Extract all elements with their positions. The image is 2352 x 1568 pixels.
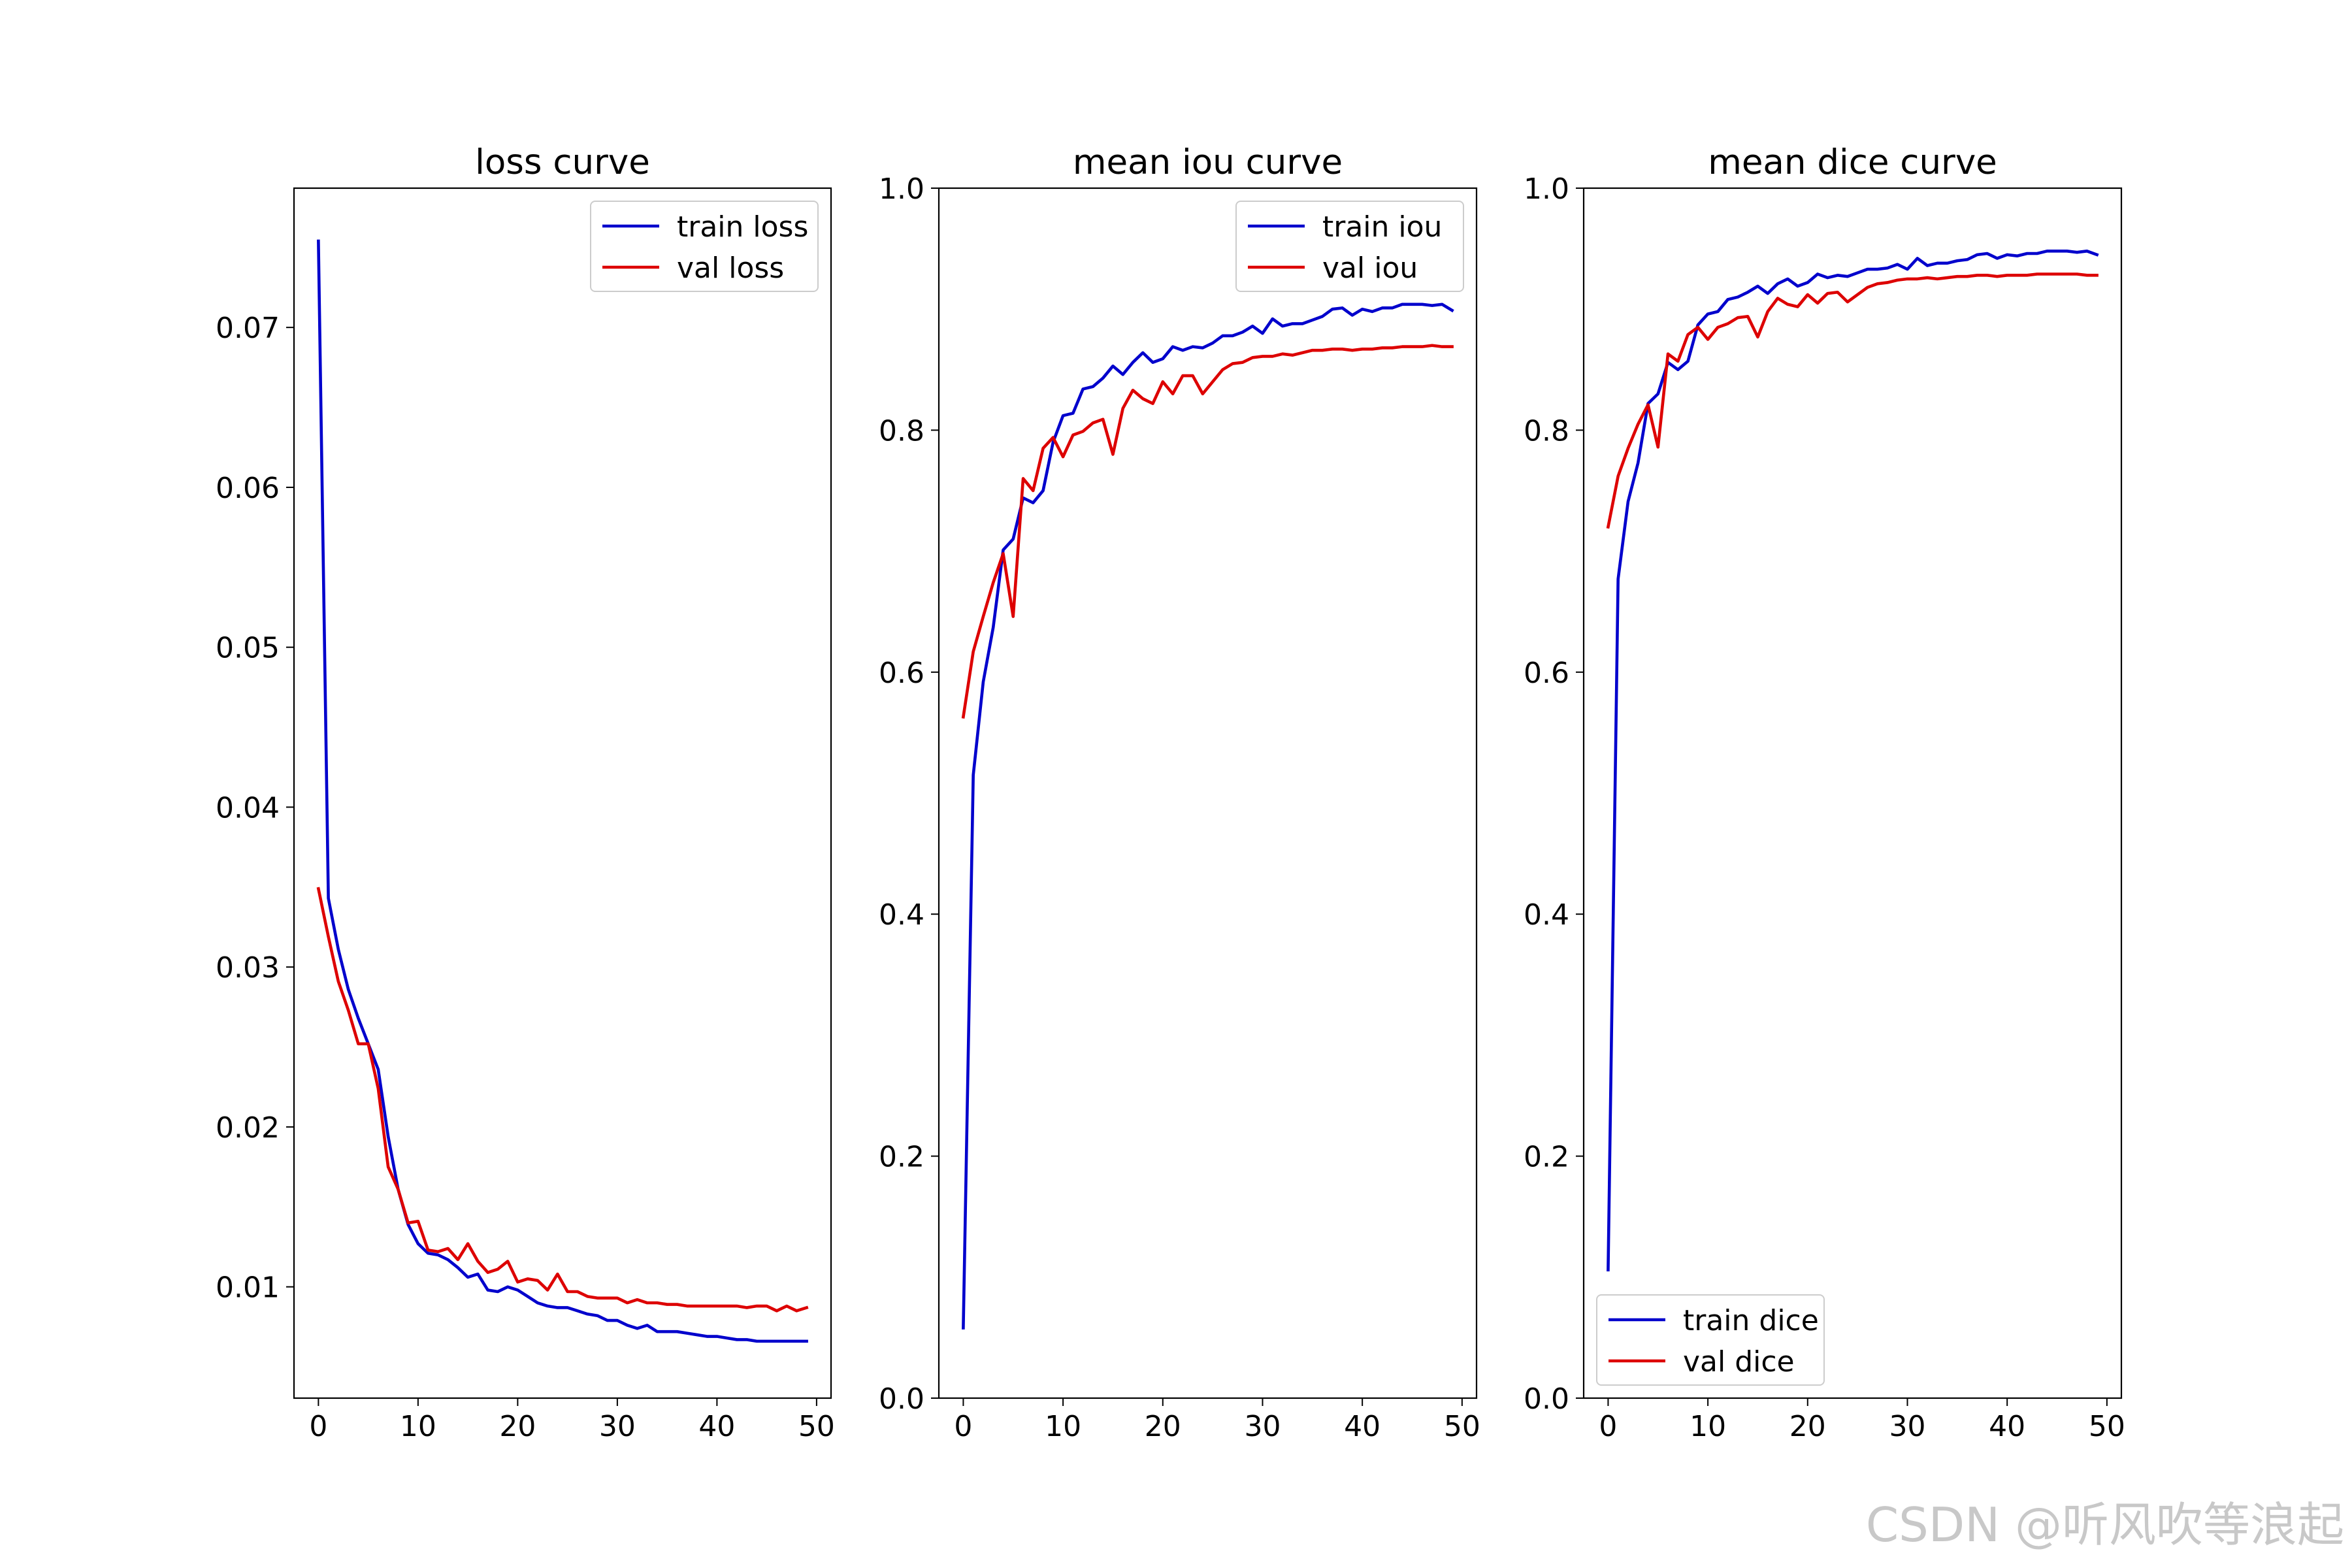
- x-tick-label: 30: [1889, 1410, 1925, 1443]
- chart-2: mean iou curve 0 10 20 30 40 50 0.0 0.2 0.4 0.6 0.8…: [879, 142, 1480, 1443]
- axes-frame: [293, 187, 832, 1399]
- axes-frame: [938, 187, 1478, 1399]
- y-tick-label: 0.4: [879, 898, 924, 932]
- legend: train iou val iou: [1235, 201, 1464, 292]
- chart-3: mean dice curve 0 10 20 30 40 50 0.0 0.2 0.4 0.6 0.…: [1524, 142, 2125, 1443]
- legend-label: train dice: [1683, 1304, 1819, 1337]
- x-tick-label: 20: [1789, 1410, 1826, 1443]
- x-tick-label: 40: [1989, 1410, 2025, 1443]
- x-tick-label: 50: [1444, 1410, 1480, 1443]
- series-line-train-dice: [1607, 249, 2099, 1272]
- x-tick-label: 0: [309, 1410, 327, 1443]
- series-line-val-dice: [1606, 272, 2099, 529]
- y-tick-label: 0.02: [216, 1111, 280, 1145]
- y-tick-label: 0.2: [879, 1141, 924, 1174]
- x-tick-label: 40: [1344, 1410, 1380, 1443]
- x-tick-label: 0: [954, 1410, 972, 1443]
- x-tick-label: 20: [499, 1410, 536, 1443]
- legend-box: [1596, 1294, 1825, 1386]
- chart-title: loss curve: [475, 142, 650, 182]
- x-tick-label: 20: [1145, 1410, 1181, 1443]
- y-tick-label: 0.06: [216, 472, 280, 505]
- chart-1: loss curve 0 10 20 30 40 50 0.01 0.02 0.03 0.04 0.0…: [216, 142, 835, 1443]
- x-tick-label: 10: [1690, 1410, 1726, 1443]
- legend: train loss val loss: [590, 201, 819, 292]
- y-tick-label: 0.2: [1524, 1141, 1569, 1174]
- y-tick-label: 0.01: [216, 1271, 280, 1305]
- y-tick-label: 0.4: [1524, 898, 1569, 932]
- y-tick-label: 0.05: [216, 632, 280, 665]
- x-tick-label: 40: [698, 1410, 735, 1443]
- legend-label: val iou: [1322, 252, 1418, 285]
- y-tick-label: 0.8: [879, 414, 924, 448]
- legend: train dice val dice: [1596, 1294, 1825, 1386]
- legend-label: val loss: [677, 252, 784, 285]
- y-tick-label: 0.07: [216, 312, 280, 345]
- series-line-train-iou: [962, 302, 1454, 1330]
- x-tick-label: 50: [2089, 1410, 2125, 1443]
- y-tick-label: 0.03: [216, 951, 280, 985]
- legend-label: train iou: [1322, 210, 1442, 244]
- legend-box: [590, 201, 819, 292]
- legend-label: val dice: [1683, 1345, 1795, 1379]
- x-tick-label: 50: [798, 1410, 835, 1443]
- x-tick-label: 30: [599, 1410, 636, 1443]
- legend-box: [1235, 201, 1464, 292]
- series-line-val-loss: [316, 887, 809, 1313]
- series-line-val-iou: [961, 344, 1454, 719]
- y-tick-label: 1.0: [1524, 172, 1569, 206]
- x-tick-label: 10: [400, 1410, 436, 1443]
- axes-frame: [1582, 187, 2123, 1399]
- y-tick-label: 0.6: [1524, 657, 1569, 690]
- watermark: CSDN @听风吹等浪起: [1865, 1497, 2344, 1552]
- x-tick-label: 30: [1244, 1410, 1281, 1443]
- y-tick-label: 0.0: [1524, 1382, 1569, 1416]
- x-tick-label: 10: [1045, 1410, 1081, 1443]
- y-tick-label: 0.0: [879, 1382, 924, 1416]
- legend-label: train loss: [677, 210, 808, 244]
- x-tick-label: 0: [1599, 1410, 1617, 1443]
- chart-title: mean iou curve: [1073, 142, 1343, 182]
- y-tick-label: 1.0: [879, 172, 924, 206]
- y-tick-label: 0.6: [879, 657, 924, 690]
- chart-title: mean dice curve: [1708, 142, 1997, 182]
- y-tick-label: 0.04: [216, 791, 280, 825]
- y-tick-label: 0.8: [1524, 414, 1569, 448]
